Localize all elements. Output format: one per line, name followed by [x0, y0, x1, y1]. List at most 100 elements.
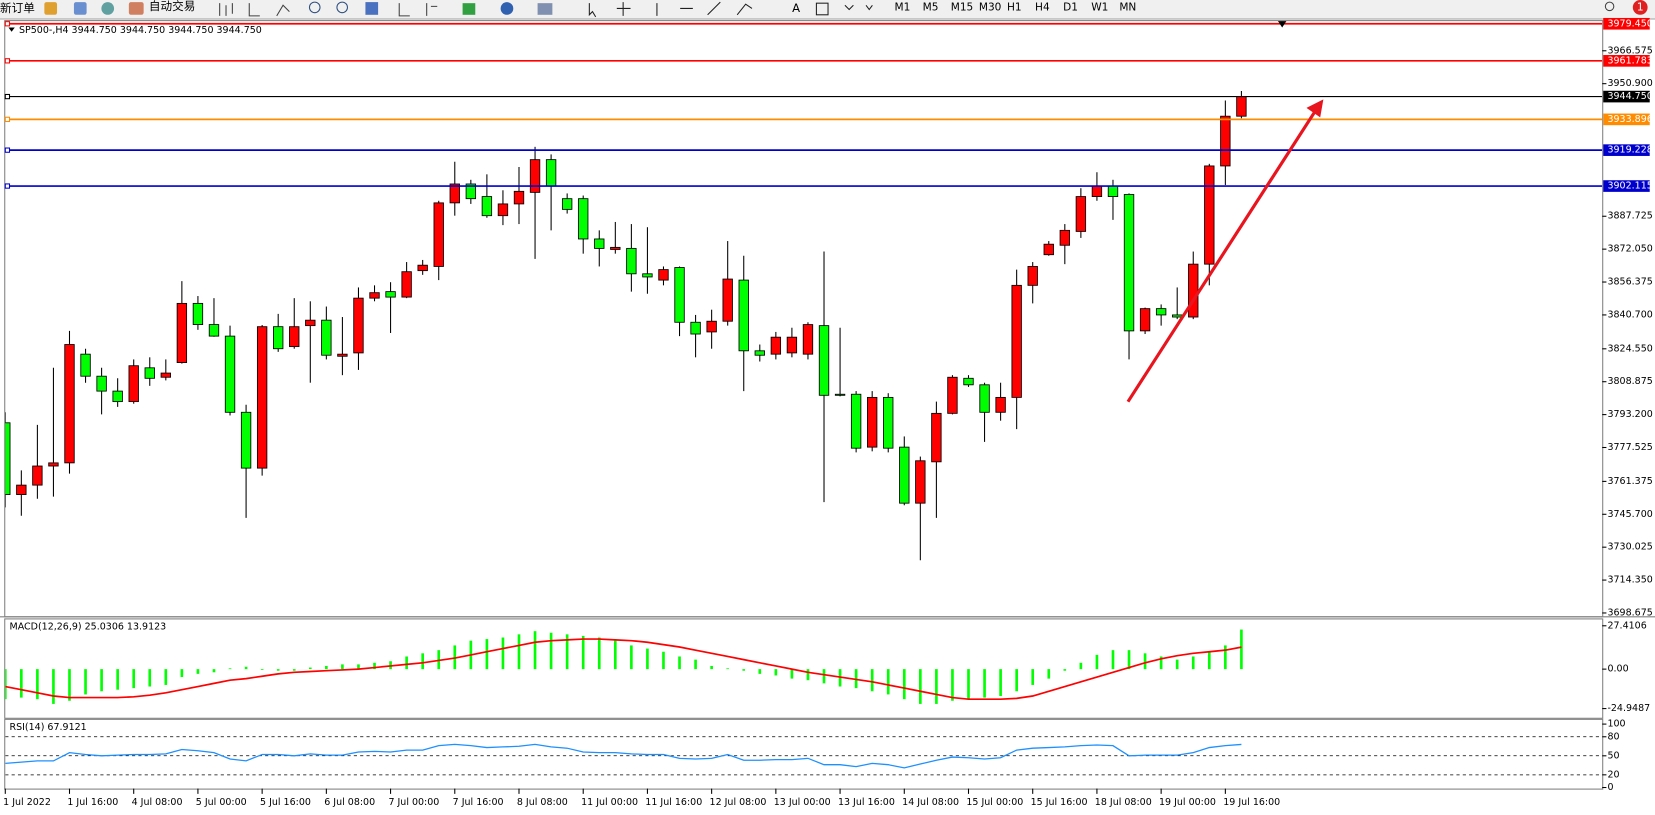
- candle-body: [1107, 185, 1119, 197]
- auto-trading-icon[interactable]: [128, 2, 144, 15]
- period-icon[interactable]: [500, 2, 514, 15]
- macd-bar: [357, 664, 360, 670]
- candle-body: [256, 326, 268, 469]
- price-label: 3979.450: [1607, 18, 1652, 29]
- x-tick-label: 11 Jul 16:00: [645, 797, 702, 808]
- macd-bar: [116, 669, 119, 690]
- candle-body: [1027, 266, 1038, 286]
- y-tick-label: 3824.550: [1607, 343, 1652, 354]
- candle-body: [674, 267, 685, 323]
- candle-body: [947, 376, 958, 414]
- macd-bar: [244, 666, 248, 670]
- candle-body: [208, 324, 220, 337]
- macd-bar: [405, 656, 408, 670]
- macd-bar: [308, 667, 312, 670]
- candle-body: [850, 393, 862, 449]
- macd-bar: [485, 639, 489, 670]
- rsi-panel-border: [4, 718, 1604, 790]
- candle-body: [160, 372, 171, 378]
- y-tick-label: 3840.700: [1607, 309, 1652, 320]
- y-tick-label: 3745.700: [1607, 509, 1652, 520]
- y-tick-label: 0.00: [1607, 664, 1628, 675]
- symbol-menu-arrow[interactable]: [8, 27, 15, 32]
- timeframe-button[interactable]: D1: [1063, 1, 1078, 13]
- price-label: 3919.228: [1607, 145, 1652, 156]
- macd-bar: [1015, 669, 1018, 692]
- icon[interactable]: [73, 2, 87, 15]
- zoom-in-icon[interactable]: [308, 1, 321, 14]
- macd-bar: [180, 669, 184, 678]
- candle-body: [433, 202, 444, 267]
- macd-bar: [52, 669, 55, 704]
- candle-body: [289, 326, 300, 348]
- label-tool[interactable]: [815, 2, 829, 16]
- macd-bar: [951, 669, 954, 701]
- candle-body: [1172, 314, 1183, 318]
- x-tick-label: 15 Jul 00:00: [966, 797, 1023, 808]
- x-tick-label: 4 Jul 08:00: [132, 797, 183, 808]
- candle-body: [867, 396, 878, 448]
- macd-bar: [373, 662, 376, 670]
- y-tick-label: -24.9487: [1607, 703, 1650, 714]
- new-order-button[interactable]: 新订单: [0, 1, 35, 15]
- line-handle[interactable]: [4, 183, 11, 189]
- icon[interactable]: [44, 2, 58, 15]
- timeframe-button[interactable]: M30: [979, 1, 1002, 13]
- indicator-icon[interactable]: [462, 3, 476, 15]
- notification-badge[interactable]: [1632, 0, 1648, 15]
- y-tick-label: 100: [1607, 719, 1625, 730]
- chart-type-icons[interactable]: [219, 3, 290, 17]
- macd-bar: [549, 632, 553, 670]
- macd-bar: [790, 669, 794, 679]
- timeframe-button[interactable]: MN: [1119, 1, 1136, 13]
- candle-body: [722, 278, 733, 322]
- macd-label: MACD(12,26,9) 25.0306 13.9123: [10, 621, 167, 632]
- search-icon[interactable]: [1604, 1, 1615, 12]
- candle-body: [1139, 308, 1151, 332]
- candle-body: [658, 269, 669, 281]
- candle-body: [321, 319, 332, 356]
- macd-bar: [935, 669, 938, 704]
- template-icon[interactable]: [537, 3, 553, 15]
- line-handle[interactable]: [4, 116, 11, 123]
- zoom-out-icon[interactable]: [336, 1, 349, 14]
- chart-bg: [0, 20, 1655, 815]
- timeframe-button[interactable]: H4: [1035, 1, 1050, 13]
- line-handle[interactable]: [4, 21, 11, 27]
- macd-bar: [565, 634, 569, 670]
- timeframe-button[interactable]: M1: [895, 1, 911, 13]
- timeframe-button[interactable]: M15: [951, 1, 974, 13]
- text-tool[interactable]: A: [792, 1, 800, 15]
- macd-bar: [678, 656, 681, 670]
- icon[interactable]: [101, 2, 115, 15]
- candle-body: [48, 462, 59, 467]
- macd-bar: [212, 669, 216, 673]
- y-tick-label: 3777.525: [1607, 442, 1652, 453]
- candle-body: [1236, 96, 1247, 117]
- timeframe-button[interactable]: W1: [1091, 1, 1108, 13]
- trend-arrow: [1126, 109, 1318, 403]
- timeframe-button[interactable]: M5: [923, 1, 939, 13]
- candle-body: [128, 365, 139, 403]
- candle-body: [513, 190, 525, 205]
- line-handle[interactable]: [4, 147, 11, 153]
- candle-body: [16, 484, 27, 495]
- macd-bar: [164, 669, 168, 685]
- candle-body: [401, 271, 412, 298]
- tile-icon[interactable]: [365, 2, 379, 15]
- candle-body: [144, 367, 155, 379]
- auto-trading-button[interactable]: 自动交易: [149, 0, 195, 13]
- candle-body: [561, 198, 573, 210]
- line-handle[interactable]: [4, 93, 11, 100]
- y-tick-label: 3872.050: [1607, 244, 1652, 255]
- macd-bar: [1143, 653, 1147, 670]
- candle-body: [240, 411, 252, 469]
- macd-bar: [1127, 650, 1131, 670]
- scroll-icons[interactable]: [398, 3, 438, 17]
- x-tick-label: 18 Jul 08:00: [1095, 797, 1152, 808]
- drawing-tools[interactable]: [588, 1, 753, 18]
- dropdown-icons[interactable]: [844, 4, 873, 11]
- macd-bar: [20, 669, 23, 698]
- line-handle[interactable]: [4, 58, 11, 64]
- timeframe-button[interactable]: H1: [1007, 1, 1022, 13]
